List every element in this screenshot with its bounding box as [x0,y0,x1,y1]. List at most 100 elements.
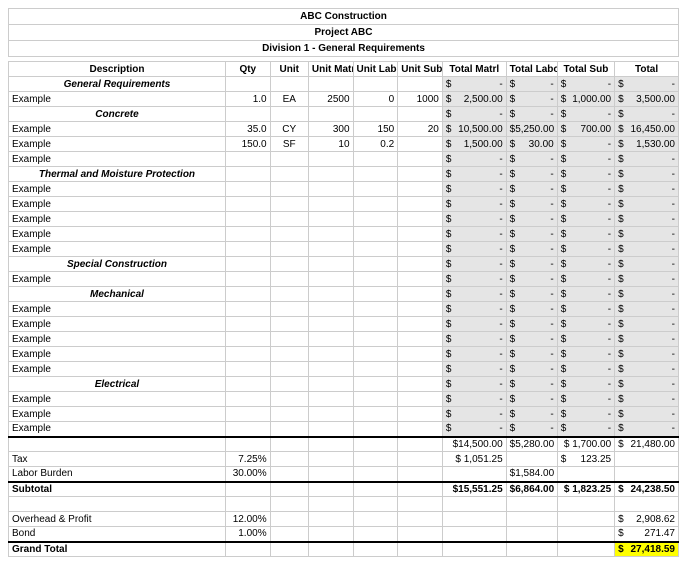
cell-description[interactable]: Example [9,212,226,227]
cell-description[interactable]: Example [9,197,226,212]
cell-unit-labor[interactable] [353,302,398,317]
cell-unit-labor[interactable] [353,392,398,407]
cell-qty[interactable] [225,332,270,347]
cell-unit-sub[interactable] [398,407,443,422]
cell-unit-labor[interactable] [353,317,398,332]
cell-qty[interactable] [225,347,270,362]
cell-qty[interactable] [225,317,270,332]
cell-unit-labor[interactable] [353,212,398,227]
cell-unit-labor[interactable] [353,362,398,377]
cell-unit-matrl[interactable] [308,392,353,407]
cell-description[interactable]: Example [9,332,226,347]
cell-unit[interactable]: EA [270,92,308,107]
cell-unit-matrl[interactable]: 2500 [308,92,353,107]
cell-unit[interactable] [270,392,308,407]
cell-unit-matrl[interactable]: 10 [308,137,353,152]
cell-unit-matrl[interactable] [308,197,353,212]
cell-unit-sub[interactable] [398,362,443,377]
cell-unit-labor[interactable] [353,407,398,422]
cell-unit-matrl[interactable] [308,362,353,377]
cell-qty[interactable] [225,422,270,437]
cell-unit[interactable] [270,152,308,167]
cell-unit[interactable] [270,362,308,377]
cell-unit[interactable] [270,212,308,227]
cell-unit[interactable] [270,317,308,332]
cell-unit[interactable]: SF [270,137,308,152]
cell-unit[interactable]: CY [270,122,308,137]
cell-qty[interactable] [225,212,270,227]
cell-unit-matrl[interactable] [308,182,353,197]
cell-unit-sub[interactable] [398,317,443,332]
cell-unit-matrl[interactable] [308,347,353,362]
cell-unit[interactable] [270,422,308,437]
cell-unit[interactable] [270,407,308,422]
cell-description[interactable]: Example [9,122,226,137]
cell-unit-matrl[interactable] [308,422,353,437]
cell-qty[interactable]: 35.0 [225,122,270,137]
cell-unit-matrl[interactable] [308,227,353,242]
cell-description[interactable]: Example [9,347,226,362]
cell-qty[interactable] [225,242,270,257]
cell-qty[interactable] [225,152,270,167]
cell-description[interactable]: Example [9,182,226,197]
bond-rate[interactable]: 1.00% [225,527,270,542]
cell-unit-sub[interactable] [398,182,443,197]
cell-qty[interactable] [225,392,270,407]
cell-unit-sub[interactable]: 1000 [398,92,443,107]
cell-qty[interactable]: 150.0 [225,137,270,152]
cell-qty[interactable]: 1.0 [225,92,270,107]
cell-description[interactable]: Example [9,272,226,287]
cell-unit[interactable] [270,332,308,347]
cell-qty[interactable] [225,407,270,422]
cell-qty[interactable] [225,362,270,377]
cell-description[interactable]: Example [9,392,226,407]
cell-unit-matrl[interactable] [308,302,353,317]
cell-unit-sub[interactable] [398,302,443,317]
cell-description[interactable]: Example [9,137,226,152]
cell-unit-sub[interactable] [398,347,443,362]
cell-unit-matrl[interactable] [308,332,353,347]
cell-unit-sub[interactable] [398,212,443,227]
cell-unit-sub[interactable] [398,227,443,242]
cell-unit[interactable] [270,242,308,257]
cell-unit-matrl[interactable] [308,152,353,167]
cell-description[interactable]: Example [9,227,226,242]
cell-unit-labor[interactable] [353,272,398,287]
cell-unit-sub[interactable] [398,272,443,287]
cell-unit[interactable] [270,182,308,197]
cell-unit[interactable] [270,347,308,362]
cell-unit[interactable] [270,227,308,242]
cell-description[interactable]: Example [9,152,226,167]
cell-unit-labor[interactable] [353,422,398,437]
overhead-rate[interactable]: 12.00% [225,512,270,527]
cell-qty[interactable] [225,197,270,212]
cell-unit-matrl[interactable]: 300 [308,122,353,137]
cell-description[interactable]: Example [9,362,226,377]
cell-description[interactable]: Example [9,242,226,257]
cell-unit-sub[interactable] [398,332,443,347]
cell-unit-labor[interactable] [353,347,398,362]
cell-unit-labor[interactable] [353,182,398,197]
cell-unit[interactable] [270,302,308,317]
tax-rate[interactable]: 7.25% [225,452,270,467]
cell-description[interactable]: Example [9,302,226,317]
cell-description[interactable]: Example [9,407,226,422]
cell-unit-labor[interactable]: 0 [353,92,398,107]
cell-unit-labor[interactable] [353,152,398,167]
cell-unit-matrl[interactable] [308,272,353,287]
cell-unit-sub[interactable] [398,197,443,212]
cell-qty[interactable] [225,182,270,197]
cell-unit-labor[interactable] [353,227,398,242]
cell-unit-sub[interactable] [398,422,443,437]
cell-unit-matrl[interactable] [308,317,353,332]
labor-burden-rate[interactable]: 30.00% [225,467,270,482]
cell-unit[interactable] [270,272,308,287]
cell-unit-matrl[interactable] [308,212,353,227]
cell-qty[interactable] [225,302,270,317]
cell-unit-labor[interactable]: 0.2 [353,137,398,152]
cell-unit-labor[interactable]: 150 [353,122,398,137]
cell-qty[interactable] [225,272,270,287]
cell-unit-sub[interactable] [398,392,443,407]
cell-unit-sub[interactable]: 20 [398,122,443,137]
cell-qty[interactable] [225,227,270,242]
